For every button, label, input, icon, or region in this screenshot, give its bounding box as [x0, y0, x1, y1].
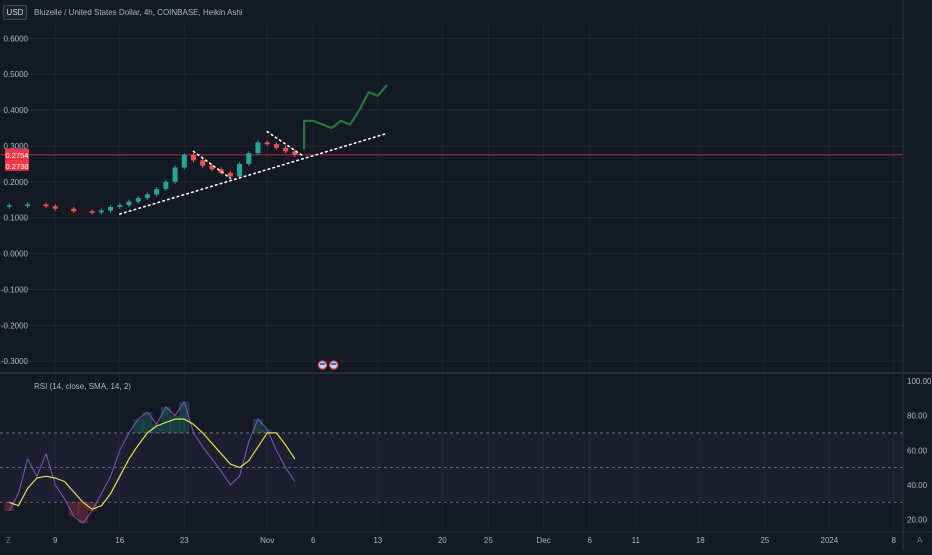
rsi-ma-line	[8, 418, 296, 510]
candle	[25, 204, 31, 206]
candle	[227, 172, 233, 177]
x-tick-label: Dec	[537, 536, 551, 545]
candle	[181, 154, 187, 168]
candle	[209, 165, 215, 170]
price-ytick-label: 0.4000	[4, 106, 29, 115]
x-tick-label: 25	[484, 536, 493, 545]
candle	[98, 210, 104, 213]
candle	[163, 181, 169, 190]
price-ytick-label: -0.1000	[1, 285, 29, 294]
currency-button[interactable]: USD	[3, 5, 27, 20]
prev-price-label: 0.2738	[6, 162, 29, 171]
x-tick-label: 18	[696, 536, 705, 545]
candle	[144, 194, 150, 198]
x-tick-label: 25	[760, 536, 769, 545]
rsi-ytick-label: 80.00	[907, 412, 928, 421]
candle	[255, 142, 261, 154]
x-tick-label: 9	[53, 536, 58, 545]
candle	[200, 160, 206, 166]
rsi-ytick-label: 60.00	[907, 446, 928, 455]
x-tick-label: 2024	[820, 536, 838, 545]
candle	[264, 142, 270, 145]
x-tick-label: 13	[373, 536, 382, 545]
x-tick-label: 23	[180, 536, 189, 545]
price-ytick-label: 0.1000	[4, 214, 29, 223]
rsi-title: RSI (14, close, SMA, 14, 2)	[34, 382, 131, 391]
rsi-line	[8, 401, 296, 524]
candle	[135, 198, 141, 202]
candle	[71, 208, 77, 212]
price-plot	[0, 84, 903, 370]
pennant-2-upper-line	[266, 130, 305, 158]
flag-stripe	[331, 363, 337, 365]
price-ytick-label: 0.0000	[4, 250, 29, 259]
prev-price-badge	[5, 159, 29, 171]
rsi-ytick-label: 100.00	[907, 377, 932, 386]
candle	[126, 201, 132, 206]
rsi-ytick-label: 40.00	[907, 481, 928, 490]
candle	[237, 163, 243, 177]
x-tick-label: 6	[311, 536, 316, 545]
price-ytick-label: -0.2000	[1, 321, 29, 330]
price-ytick-label: -0.3000	[1, 357, 29, 366]
candle	[108, 206, 114, 211]
auto-scale-label: A	[917, 536, 923, 545]
candle	[246, 153, 252, 164]
price-ytick-label: 0.2000	[4, 178, 29, 187]
rsi-ytick-label: 20.00	[907, 516, 928, 525]
candle	[273, 144, 279, 148]
candle	[154, 189, 160, 195]
x-tick-label: 20	[438, 536, 447, 545]
projection-path	[303, 84, 388, 150]
price-ytick-label: 0.5000	[4, 70, 29, 79]
candle	[172, 167, 178, 182]
rsi-band	[0, 432, 903, 503]
last-price-badge	[5, 148, 29, 160]
rising-trendline-line	[119, 132, 388, 215]
candle	[218, 169, 224, 173]
chart-title: Bluzelle / United States Dollar, 4h, COI…	[34, 8, 243, 17]
grid	[0, 24, 903, 530]
candle	[191, 154, 196, 161]
rsi-plot	[4, 401, 296, 524]
candle	[89, 211, 95, 213]
candle	[43, 204, 49, 207]
x-tick-label: 6	[587, 536, 592, 545]
candle	[52, 206, 58, 209]
flag-stripe	[320, 363, 325, 365]
x-tick-label: 11	[632, 536, 641, 545]
x-tick-label: 16	[115, 536, 124, 545]
x-tick-label: 8	[892, 536, 897, 545]
price-ytick-label: 0.3000	[4, 142, 29, 151]
candle	[292, 151, 298, 155]
price-ytick-label: 0.6000	[4, 34, 29, 43]
x-tick-label: Nov	[260, 536, 274, 545]
candle	[6, 205, 12, 207]
last-price-label: 0.2754	[6, 151, 29, 160]
timezone-icon: Z	[6, 536, 11, 545]
candle	[117, 205, 123, 207]
candle	[283, 147, 289, 152]
